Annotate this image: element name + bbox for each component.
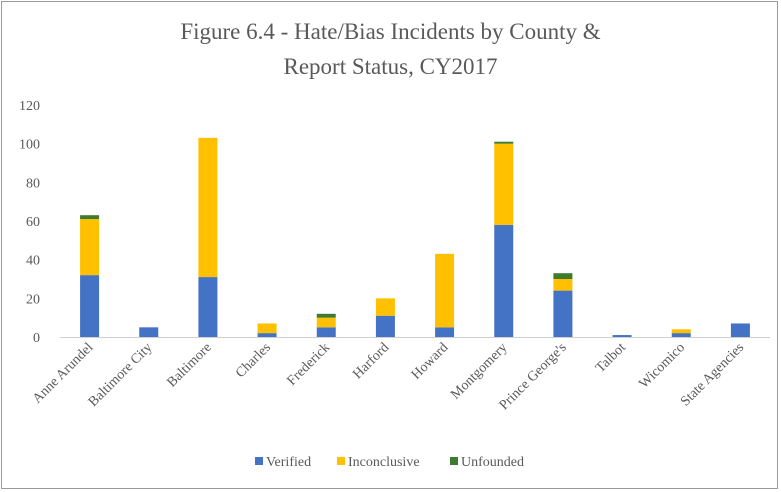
x-category-label: Howard [409, 340, 452, 383]
chart-title-line-2: Report Status, CY2017 [283, 54, 498, 79]
x-category-label: Wicomico [637, 340, 688, 391]
bar-inconclusive-frederick [316, 317, 336, 328]
bar-inconclusive-baltimore [198, 137, 218, 278]
chart-title: Figure 6.4 - Hate/Bias Incidents by Coun… [0, 14, 781, 84]
bar-inconclusive-prince-george-s [553, 279, 573, 291]
bars [80, 137, 750, 337]
y-tick-label: 40 [26, 254, 40, 269]
bar-verified-baltimore [198, 277, 218, 337]
x-category-label: Montgomery [448, 340, 510, 402]
bar-inconclusive-montgomery [494, 143, 514, 225]
legend-label-inconclusive: Inconclusive [348, 455, 420, 470]
x-category-label: Anne Arundel [30, 340, 96, 406]
bar-unfounded-montgomery [494, 141, 514, 144]
x-category-label: Talbot [593, 340, 629, 376]
y-tick-label: 0 [33, 331, 40, 346]
bar-unfounded-frederick [316, 313, 336, 318]
bar-verified-anne-arundel [80, 275, 100, 337]
bar-unfounded-prince-george-s [553, 273, 573, 279]
bar-verified-frederick [316, 327, 336, 337]
bar-unfounded-anne-arundel [80, 215, 100, 220]
bar-inconclusive-harford [375, 298, 395, 316]
bar-verified-talbot [612, 335, 632, 337]
bar-verified-harford [375, 315, 395, 337]
x-category-label: Charles [233, 340, 274, 381]
bar-inconclusive-charles [257, 323, 277, 334]
legend-swatch-unfounded [450, 457, 458, 465]
x-category-label: Frederick [285, 340, 334, 389]
y-tick-label: 100 [19, 138, 40, 153]
legend-label-verified: Verified [266, 455, 311, 470]
legend-label-unfounded: Unfounded [461, 455, 524, 470]
bar-verified-howard [435, 327, 455, 337]
legend-swatch-inconclusive [337, 457, 345, 465]
bar-inconclusive-anne-arundel [80, 219, 100, 276]
y-tick-label: 120 [19, 99, 40, 114]
bar-verified-state-agencies [730, 323, 750, 337]
x-category-label: State Agencies [678, 340, 747, 409]
y-tick-label: 60 [26, 215, 40, 230]
bar-verified-montgomery [494, 224, 514, 337]
bar-verified-charles [257, 333, 277, 337]
legend: Verified Inconclusive Unfounded [255, 455, 524, 470]
y-axis-ticks: 0 20 40 60 80 100 120 [19, 99, 40, 346]
bar-inconclusive-wicomico [671, 329, 691, 334]
bar-inconclusive-howard [435, 253, 455, 328]
x-category-label: Baltimore City [86, 340, 156, 410]
y-tick-label: 80 [26, 176, 40, 191]
bar-verified-wicomico [671, 333, 691, 337]
x-category-label: Baltimore [165, 340, 215, 390]
bar-verified-prince-george-s [553, 290, 573, 337]
x-category-label: Harford [350, 340, 392, 382]
chart-title-line-1: Figure 6.4 - Hate/Bias Incidents by Coun… [180, 19, 601, 44]
bar-verified-baltimore-city [139, 327, 159, 337]
legend-swatch-verified [255, 457, 263, 465]
y-tick-label: 20 [26, 292, 40, 307]
